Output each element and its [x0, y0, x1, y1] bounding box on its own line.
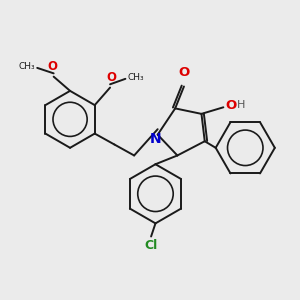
Text: CH₃: CH₃	[128, 73, 144, 82]
Text: Cl: Cl	[145, 239, 158, 252]
Text: CH₃: CH₃	[18, 62, 35, 71]
Text: O: O	[48, 60, 58, 74]
Text: O: O	[178, 66, 190, 79]
Text: N: N	[150, 132, 161, 146]
Text: H: H	[236, 100, 245, 110]
Text: O: O	[106, 71, 116, 84]
Text: O: O	[226, 99, 237, 112]
